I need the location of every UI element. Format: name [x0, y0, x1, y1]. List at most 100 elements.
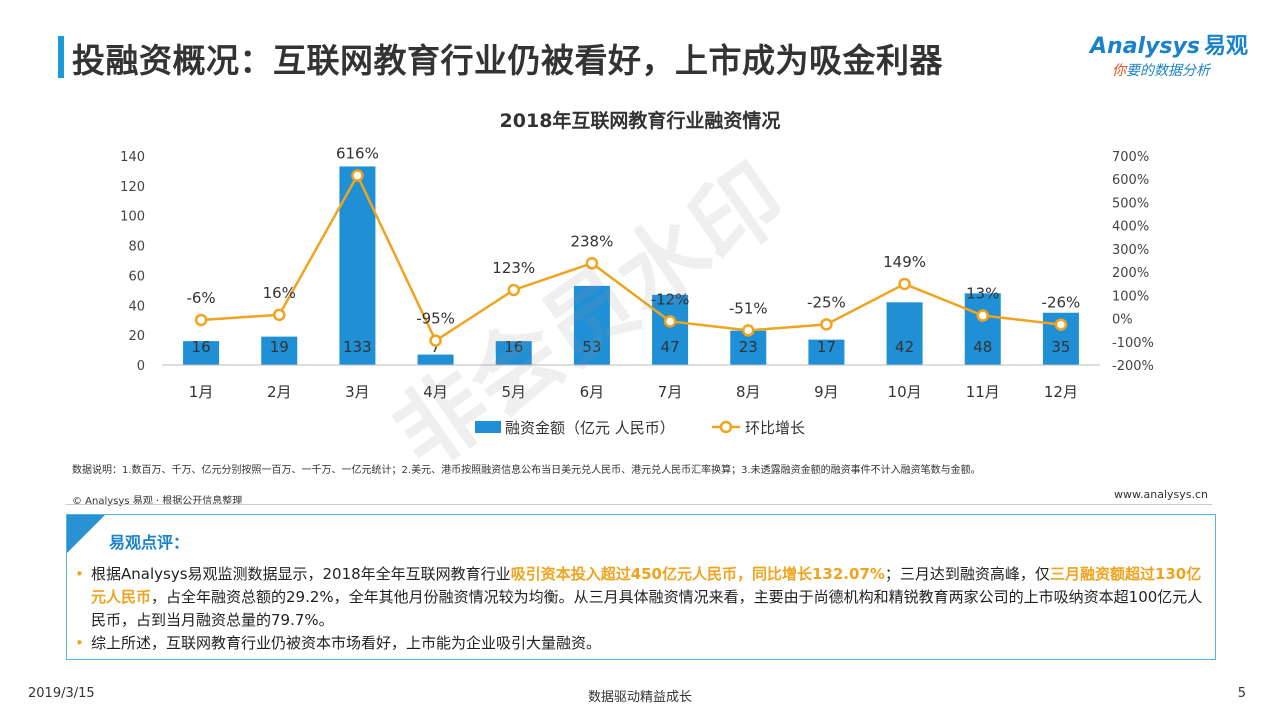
left-tick-label: 120 [120, 180, 145, 195]
left-tick-label: 20 [128, 329, 145, 344]
logo-main: Analysys 易观 [1090, 28, 1248, 60]
bar [808, 339, 845, 365]
growth-point [742, 324, 755, 337]
comment-text-1e: ，占全年融资总额的29.2%，全年其他月份融资情况较为均衡。从三月具体融资情况来… [91, 588, 1203, 629]
left-tick-label: 100 [120, 210, 145, 225]
bar [261, 336, 298, 365]
bar-value-label: 47 [661, 338, 680, 356]
footer-date: 2019/3/15 [28, 686, 95, 701]
right-tick-label: 300% [1112, 243, 1149, 258]
right-tick-label: 0% [1112, 313, 1133, 328]
growth-point [429, 334, 442, 347]
footer-slogan: 数据驱动精益成长 [587, 690, 692, 705]
growth-label: -95% [416, 310, 455, 328]
legend-bar-label: 融资金额（亿元 人民币） [505, 419, 675, 437]
comment-box: 易观点评： • 根据Analysys易观监测数据显示，2018年全年互联网教育行业… [66, 514, 1216, 660]
left-tick-label: 140 [120, 150, 145, 165]
bar-value-label: 35 [1051, 338, 1070, 356]
page-number: 5 [1237, 686, 1246, 701]
legend-line-label: 环比增长 [745, 419, 805, 437]
growth-label: -6% [186, 289, 215, 307]
category-label: 6月 [580, 383, 605, 401]
left-tick-label: 80 [128, 240, 145, 255]
bar [417, 354, 454, 365]
comment-text-2: 综上所述，互联网教育行业仍被资本市场看好，上市能为企业吸引大量融资。 [91, 634, 602, 652]
growth-line [201, 172, 1062, 343]
bar-value-label: 48 [973, 338, 992, 356]
right-tick-label: 400% [1112, 220, 1149, 235]
logo-slogan-highlight: 你 [1112, 63, 1126, 79]
growth-label: 238% [570, 232, 613, 250]
category-label: 1月 [189, 383, 214, 401]
bar-value-label: 19 [270, 338, 289, 356]
right-axis: -200% -100% 0% 100% 200% 300% 400% 500% 600% 700% [1112, 150, 1154, 374]
bar-value-label: 17 [817, 338, 836, 356]
right-tick-label: 700% [1112, 150, 1149, 165]
category-label: 10月 [888, 383, 922, 401]
bar [964, 293, 1001, 365]
bar-value-label: 16 [192, 338, 211, 356]
left-tick-label: 0 [137, 359, 145, 374]
category-label: 9月 [814, 383, 839, 401]
growth-point [898, 277, 911, 291]
category-label: 11月 [966, 383, 1000, 401]
website-link[interactable]: www.analysys.cn [1114, 488, 1208, 501]
bar-value-label: 133 [343, 338, 372, 356]
bar-value-label: 7 [431, 338, 441, 356]
left-axis: 0 20 40 60 80 100 120 140 [120, 150, 145, 374]
category-label: 7月 [658, 383, 683, 401]
category-label: 5月 [501, 383, 526, 401]
bar [495, 341, 532, 365]
growth-label: -12% [651, 290, 690, 308]
right-tick-label: 500% [1112, 196, 1149, 211]
left-tick-label: 60 [128, 269, 145, 284]
comment-heading: 易观点评： [109, 533, 190, 552]
logo-slogan: 你要的数据分析 [1112, 60, 1210, 80]
right-tick-label: 600% [1112, 173, 1149, 188]
growth-point [976, 309, 989, 322]
bar [573, 285, 610, 365]
bar-value-label: 23 [739, 338, 758, 356]
growth-label: -51% [729, 299, 768, 317]
growth-point [820, 318, 833, 331]
left-tick-label: 40 [128, 299, 145, 314]
comment-highlight-2: 三月融资额超过130亿元人民币 [91, 565, 1202, 606]
logo-text: nalysys [1107, 34, 1200, 59]
bar-value-label: 53 [582, 338, 601, 356]
growth-point [585, 257, 599, 270]
category-label: 2月 [267, 383, 292, 401]
growth-label: 16% [263, 284, 296, 302]
growth-point [507, 283, 520, 297]
page-title: 投融资概况：互联网教育行业仍被看好，上市成为吸金利器 [72, 41, 943, 80]
growth-label: -26% [1042, 294, 1081, 312]
bullet-2: • [75, 634, 84, 652]
comment-highlight-1: 吸引资本投入超过450亿元人民币，同比增长132.07% [510, 565, 885, 583]
comment-text-1a: 根据Analysys易观监测数据显示，2018年全年互联网教育行业 [91, 565, 511, 583]
category-label: 3月 [345, 383, 370, 401]
legend-line-marker [719, 420, 733, 434]
growth-point [1054, 318, 1068, 331]
growth-label: 149% [883, 253, 926, 271]
analysys-logo: Analysys 易观 你要的数据分析 [1090, 28, 1255, 88]
category-label: 12月 [1044, 383, 1078, 401]
source-text: © Analysys 易观 · 根据公开信息整理 [72, 496, 243, 507]
divider [66, 504, 1212, 505]
bar [652, 294, 689, 365]
bar [183, 341, 220, 365]
bar-value-label: 42 [895, 338, 914, 356]
category-label: 8月 [736, 383, 761, 401]
financing-chart: 2018年互联网教育行业融资情况 0 20 40 60 80 100 120 140 -200… [120, 109, 1154, 437]
right-tick-label: 100% [1112, 289, 1149, 304]
logo-cn: 易观 [1203, 34, 1248, 59]
right-tick-label: 200% [1112, 266, 1149, 281]
growth-label: 616% [336, 145, 379, 163]
category-axis: 1月 2月 3月 4月 5月 6月 7月 8月 9月 10月 11月 12月 [162, 364, 1100, 401]
line-series: -6% 16% 616% -95% 123% 238% -12% -51% -25% 149% 13… [186, 145, 1081, 347]
data-note: 数据说明：1.数百万、千万、亿元分别按照一百万、一千万、一亿元统计；2.美元、港… [72, 465, 981, 476]
legend: 融资金额（亿元 人民币） 环比增长 [475, 419, 805, 437]
comment-text-1c: ；三月达到融资高峰，仅 [884, 565, 1050, 583]
right-tick-label: -200% [1112, 359, 1154, 374]
chart-title: 2018年互联网教育行业融资情况 [500, 109, 781, 132]
comment-item-1: • 根据Analysys易观监测数据显示，2018年全年互联网教育行业吸引资本投入… [75, 563, 1207, 632]
growth-label: -25% [807, 293, 846, 311]
